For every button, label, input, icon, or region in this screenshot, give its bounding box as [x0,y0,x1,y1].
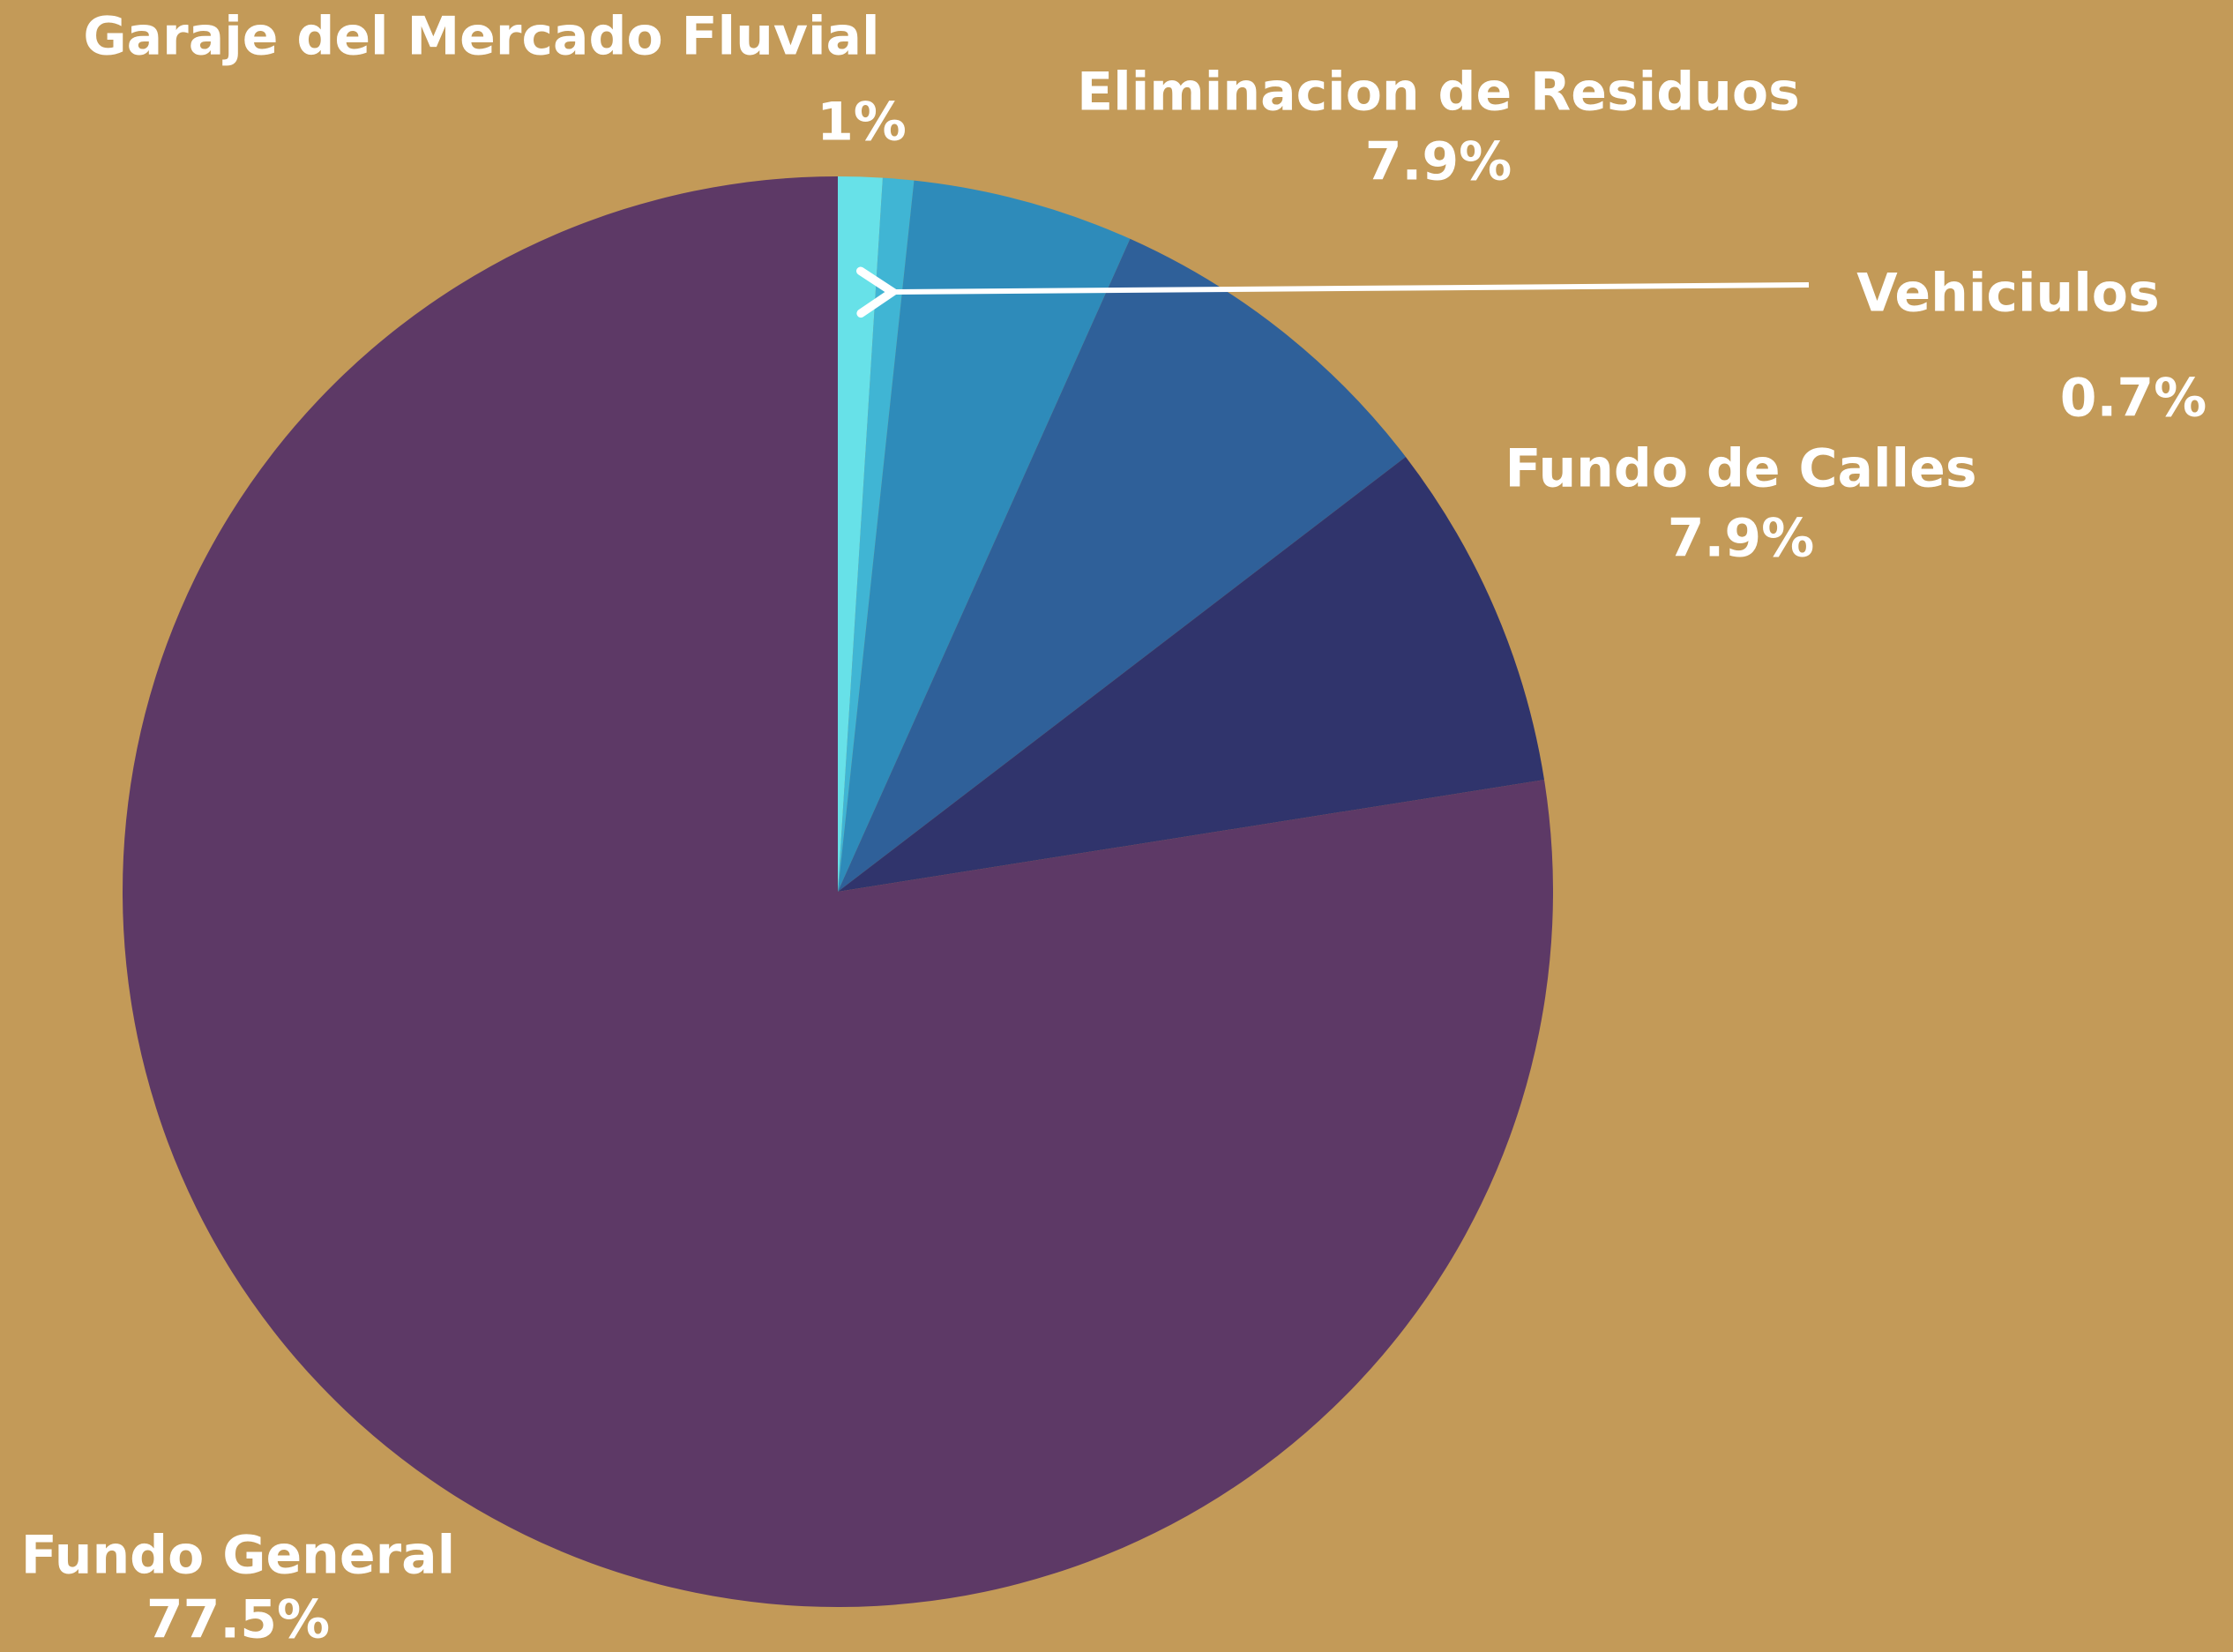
value-label: 1% [817,92,907,153]
value-label: 77.5% [146,1589,330,1651]
pie-slice [838,177,915,892]
slice-label: Fundo de Calles [1505,438,1976,500]
value-label: 7.9% [1365,131,1512,193]
slice-label: Eliminacion de Residuos [1077,62,1800,123]
pie-slice [122,176,1554,1607]
callout-arrow [856,266,1810,318]
slice-label: Garaje del Mercado Fluvial [83,6,879,68]
value-label: 7.9% [1668,508,1814,570]
pie-slice [838,176,883,892]
slice-label: Vehiciulos [1856,263,2159,325]
pie-slice [838,180,1131,892]
pie [122,176,1554,1607]
slice-label: Fundo General [21,1525,455,1587]
pie-slice [838,238,1406,892]
value-label: 0.7% [2060,368,2207,430]
pie-slice [838,456,1545,892]
